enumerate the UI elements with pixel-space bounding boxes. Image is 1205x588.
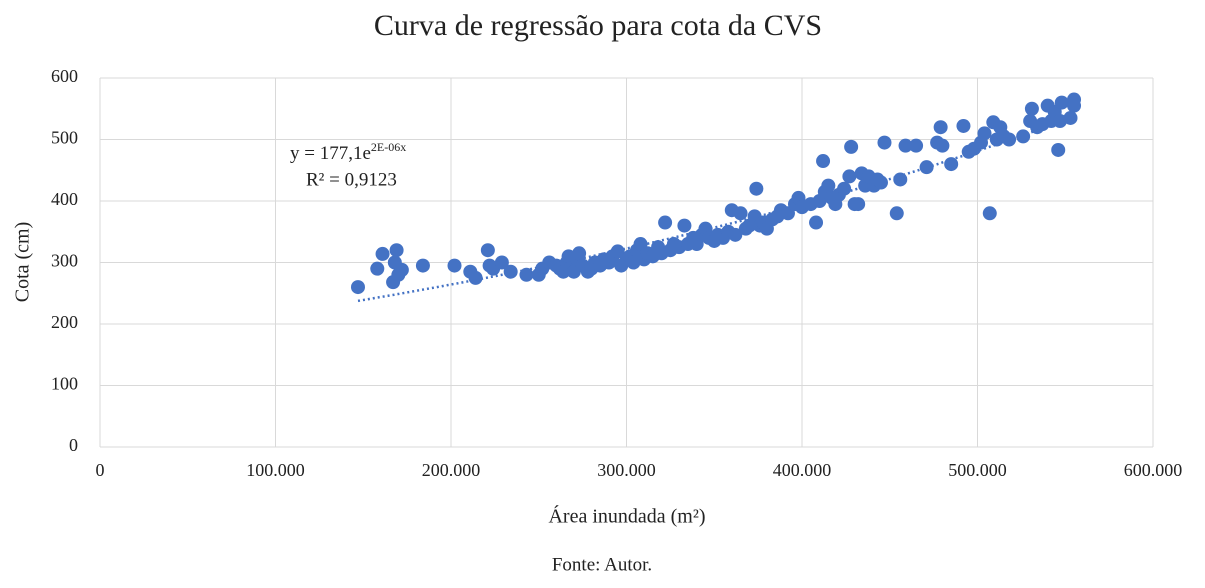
- data-point: [494, 255, 509, 270]
- data-point: [889, 206, 904, 221]
- data-point: [851, 197, 866, 212]
- data-point: [1002, 132, 1017, 147]
- data-point: [837, 181, 852, 196]
- chart-title: Curva de regressão para cota da CVS: [374, 9, 822, 42]
- data-point: [447, 258, 462, 273]
- data-point: [677, 218, 692, 233]
- data-point: [919, 160, 934, 175]
- x-tick-label: 500.000: [948, 460, 1007, 480]
- x-tick-label: 100.000: [246, 460, 305, 480]
- y-tick-label: 400: [51, 189, 78, 209]
- data-point: [956, 118, 971, 133]
- x-tick-label: 600.000: [1124, 460, 1183, 480]
- equation-exponent: 2E-06x: [371, 140, 406, 154]
- data-point: [935, 138, 950, 153]
- y-axis-label: Cota (cm): [12, 222, 34, 303]
- data-point: [468, 270, 483, 285]
- y-tick-label: 100: [51, 374, 78, 394]
- data-point: [350, 280, 365, 295]
- data-point: [933, 120, 948, 135]
- data-point: [1051, 142, 1066, 157]
- data-point: [1052, 114, 1067, 129]
- equation-base: y = 177,1e: [290, 143, 371, 164]
- trend-equation: y = 177,1e2E-06x: [290, 140, 406, 165]
- data-point: [375, 246, 390, 261]
- data-point: [982, 206, 997, 221]
- data-point: [728, 227, 743, 242]
- data-point: [844, 139, 859, 154]
- data-point: [944, 157, 959, 172]
- data-point: [842, 169, 857, 184]
- x-tick-label: 0: [96, 460, 105, 480]
- x-axis-label: Área inundada (m²): [548, 505, 705, 528]
- data-point: [1067, 98, 1082, 113]
- data-point: [503, 264, 518, 279]
- data-point: [1024, 101, 1039, 116]
- data-point: [1016, 129, 1031, 144]
- data-point: [873, 175, 888, 190]
- data-point: [389, 243, 404, 258]
- data-point: [809, 215, 824, 230]
- data-point: [480, 243, 495, 258]
- data-point: [415, 258, 430, 273]
- y-tick-label: 300: [51, 251, 78, 271]
- data-point: [370, 261, 385, 276]
- trend-r2: R² = 0,9123: [306, 169, 397, 190]
- y-tick-label: 600: [51, 66, 78, 86]
- data-point: [733, 206, 748, 221]
- x-tick-label: 200.000: [422, 460, 481, 480]
- x-tick-label: 300.000: [597, 460, 656, 480]
- data-point: [877, 135, 892, 150]
- data-point: [909, 138, 924, 153]
- data-point: [977, 126, 992, 141]
- data-point: [821, 178, 836, 193]
- y-tick-label: 500: [51, 128, 78, 148]
- data-point: [816, 154, 831, 169]
- data-point: [893, 172, 908, 187]
- data-point: [749, 181, 764, 196]
- data-point: [1054, 95, 1069, 110]
- y-tick-label: 0: [69, 435, 78, 455]
- y-tick-label: 200: [51, 312, 78, 332]
- data-point: [898, 138, 913, 153]
- data-point: [1063, 110, 1078, 125]
- data-point: [519, 267, 534, 282]
- data-point: [394, 262, 409, 277]
- x-tick-label: 400.000: [773, 460, 832, 480]
- data-point: [658, 215, 673, 230]
- data-point: [626, 255, 641, 270]
- data-point: [572, 246, 587, 261]
- footer: Fonte: Autor.: [552, 554, 652, 575]
